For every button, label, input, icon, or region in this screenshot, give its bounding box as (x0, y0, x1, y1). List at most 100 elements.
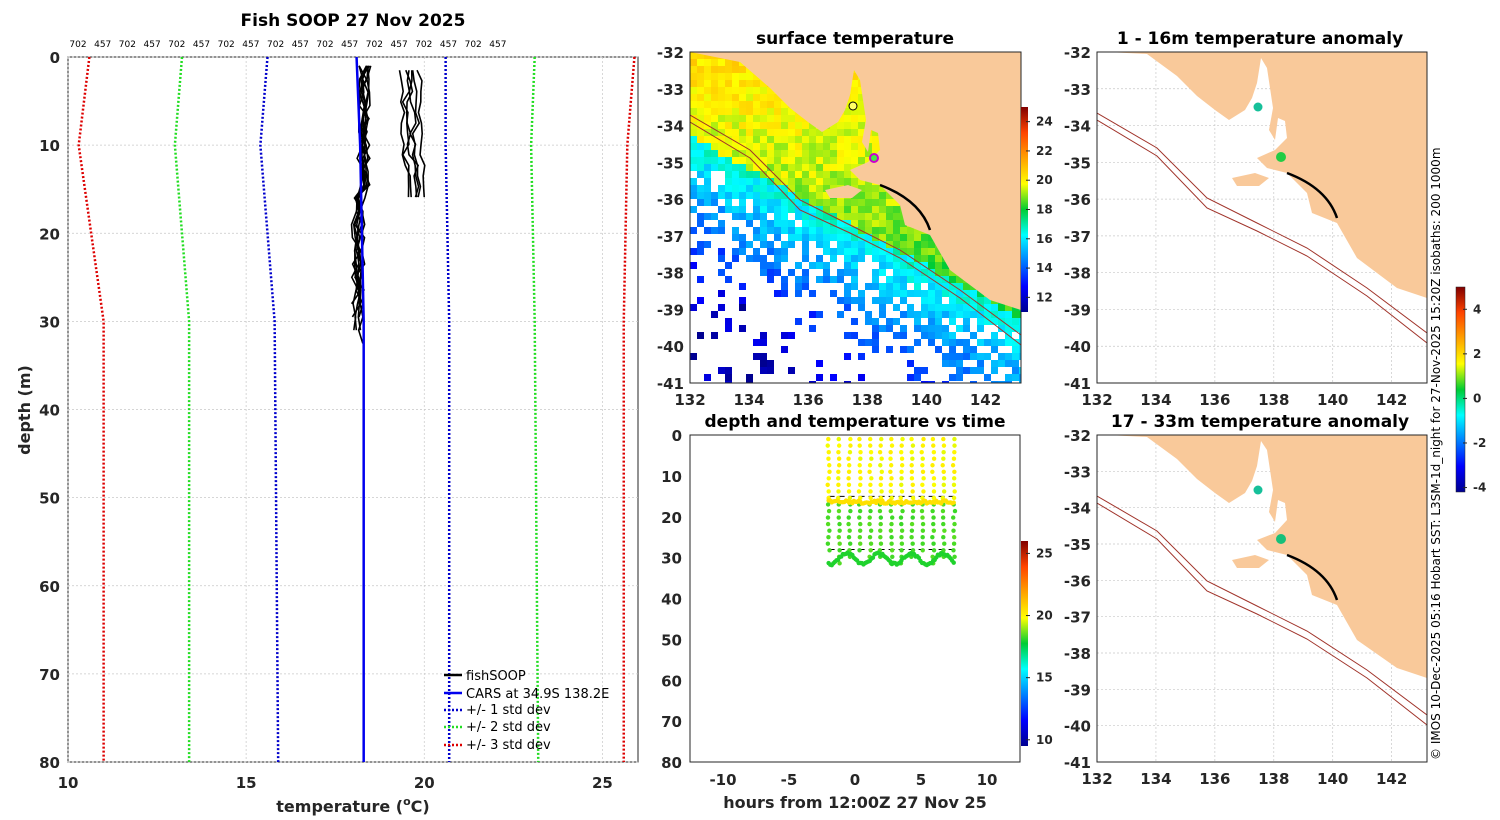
sst-cell (998, 304, 1005, 311)
sst-cell (711, 332, 718, 339)
sst-cell (886, 234, 893, 241)
sst-cell (809, 262, 816, 269)
sst-cell (907, 255, 914, 262)
timeseries-point (890, 515, 895, 520)
sst-cell (774, 150, 781, 157)
profile-y-tick: 0 (50, 49, 60, 67)
sst-cell (711, 94, 718, 101)
sst-cell (809, 220, 816, 227)
sst-cell (725, 101, 732, 108)
sst-cell (690, 206, 697, 213)
sst-cell (858, 234, 865, 241)
map-y-tick: -38 (1064, 265, 1091, 283)
sst-cell (830, 129, 837, 136)
sst-cell (928, 297, 935, 304)
profile-top-label: 457 (391, 40, 408, 50)
sst-cell (893, 227, 900, 234)
timeseries-point (889, 534, 894, 540)
map-y-tick: -41 (657, 375, 684, 393)
sst-cell (739, 94, 746, 101)
map-y-tick: -41 (1064, 375, 1091, 393)
timeseries-point (836, 489, 841, 494)
sst-cell (690, 164, 697, 171)
sst-cell (753, 164, 760, 171)
anom2-isobath-1000 (1097, 502, 1427, 726)
timeseries-point (921, 489, 926, 494)
sst-cell (998, 353, 1005, 360)
map-y-tick: -37 (1064, 228, 1091, 246)
sst-cell (739, 297, 746, 304)
sst-cell (816, 143, 823, 150)
timeseries-point (826, 476, 831, 481)
sst-cell (725, 185, 732, 192)
sst-cell (921, 367, 928, 374)
sst-cell (802, 206, 809, 213)
profile-y-label: depth (m) (15, 365, 34, 455)
sst-cell (963, 339, 970, 346)
sst-cell (809, 171, 816, 178)
sst-cell (935, 332, 942, 339)
sst-cell (697, 157, 704, 164)
sst-cell (697, 192, 704, 199)
sst-cell (767, 101, 774, 108)
sst-cell (823, 157, 830, 164)
sst-cell (1019, 367, 1021, 374)
sst-cell (697, 248, 704, 255)
anom1-land (1097, 52, 1427, 298)
surface-temperature-map: 132 134 136 138 140 142 -32 -33 -34 -35 -36 -37 -38 -… (657, 29, 1053, 409)
profile-title: Fish SOOP 27 Nov 2025 (241, 11, 466, 31)
sst-cell (837, 115, 844, 122)
sst-cell (774, 206, 781, 213)
map-y-tick: -36 (1064, 191, 1091, 209)
sst-cell (725, 59, 732, 66)
sst-cell (725, 87, 732, 94)
sst-cell (781, 346, 788, 353)
sst-cell (823, 206, 830, 213)
sst-cell (914, 269, 921, 276)
sst-cell (837, 269, 844, 276)
timeseries-point (878, 482, 883, 488)
sst-cell (858, 87, 865, 94)
profile-fish-cast-warm (398, 70, 412, 198)
sst-cell (851, 332, 858, 339)
sst-cell (704, 185, 711, 192)
sst-cell (816, 262, 823, 269)
sst-cell (788, 129, 795, 136)
sst-cell (844, 213, 851, 220)
sst-cell (830, 248, 837, 255)
sst-cell (977, 353, 984, 360)
sst-cell (844, 234, 851, 241)
sst-cell (781, 199, 788, 206)
timeseries-point (836, 469, 841, 474)
sst-cell (753, 353, 760, 360)
sst-cell (788, 185, 795, 192)
timeseries-point (899, 463, 905, 468)
timeseries-point (888, 508, 893, 514)
sst-cell (795, 164, 802, 171)
anomaly-map-1-16m: 132 134 136 138 140 142 -32 -33 -34 -35 -36 -37 -38 -… (1064, 29, 1428, 409)
sst-cell (711, 199, 718, 206)
sst-cell (907, 227, 914, 234)
sst-cell (725, 374, 732, 381)
sst-cell (690, 129, 697, 136)
sst-cell (711, 73, 718, 80)
sst-cell (1012, 325, 1019, 332)
timeseries-point (878, 521, 883, 527)
sst-cell (872, 220, 879, 227)
sst-cell (872, 297, 879, 304)
profile-std3-minus (77, 56, 105, 762)
sst-cell (1005, 360, 1012, 367)
sst-cell (704, 199, 711, 206)
sst-cell (704, 171, 711, 178)
sst-cell (704, 241, 711, 248)
sst-cell (809, 206, 816, 213)
sst-cell (781, 122, 788, 129)
sst-cell (893, 318, 900, 325)
sst-cell (802, 143, 809, 150)
timeseries-point (837, 548, 842, 553)
sst-cell (837, 241, 844, 248)
sst-cell (900, 262, 907, 269)
timeseries-point (846, 489, 852, 494)
sst-cell (816, 157, 823, 164)
